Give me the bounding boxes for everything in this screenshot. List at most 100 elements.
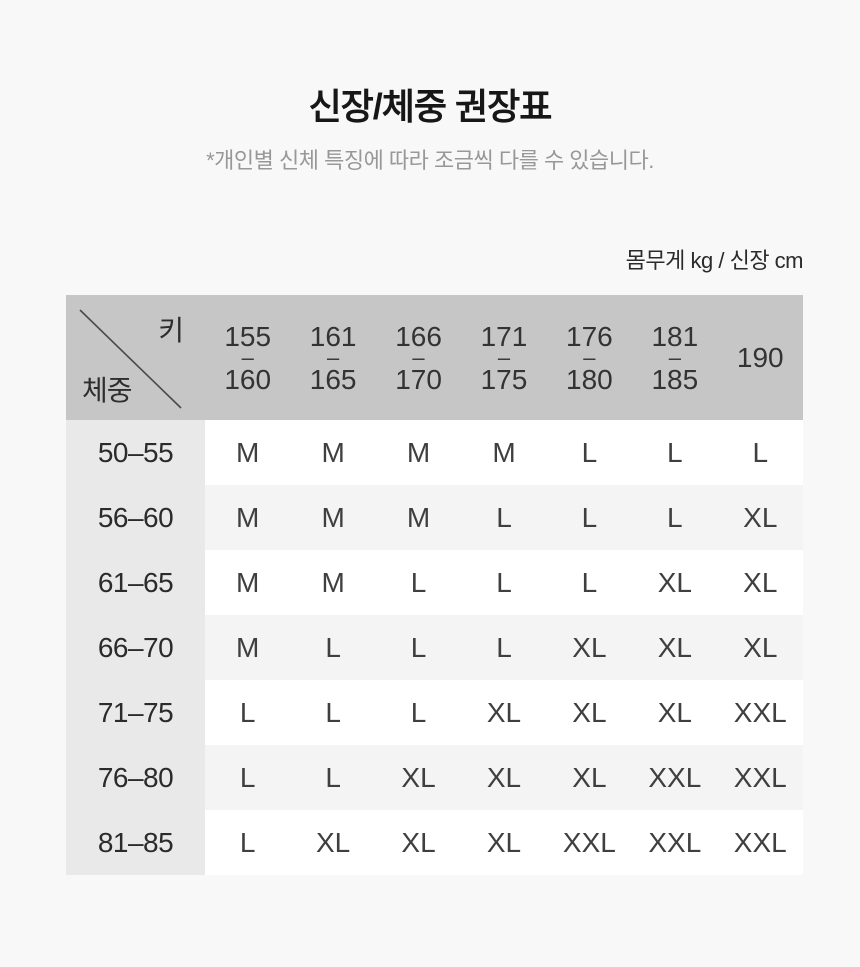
size-value-cell: XL	[717, 550, 803, 615]
height-range-dash: –	[497, 344, 511, 370]
weight-row-label: 71–75	[66, 680, 205, 745]
height-range-bottom: 185	[651, 363, 699, 395]
size-chart-table: 키 체중 155–160 161–165 166–170 171–175 176–180 18…	[66, 295, 803, 875]
table-row: 81–85 L XL XL XL XXL XXL XXL	[66, 810, 803, 875]
table-header: 키 체중 155–160 161–165 166–170 171–175 176–180 18…	[66, 295, 803, 420]
height-range-top: 181	[651, 320, 699, 352]
size-value-cell: L	[375, 615, 462, 680]
height-range-bottom: 180	[566, 363, 613, 395]
height-column-header: 155–160	[205, 295, 291, 420]
size-value-cell: M	[290, 485, 376, 550]
size-value-cell: M	[375, 485, 462, 550]
height-range-bottom: 160	[224, 363, 272, 395]
page-title: 신장/체중 권장표	[308, 86, 553, 127]
weight-row-label: 61–65	[66, 550, 205, 615]
size-value-cell: XL	[375, 745, 462, 810]
height-range-bottom: 170	[395, 363, 442, 395]
size-value-cell: L	[205, 810, 291, 875]
table-row: 76–80 L L XL XL XL XXL XXL	[66, 745, 803, 810]
height-range-dash: –	[668, 344, 681, 370]
weight-row-label: 66–70	[66, 615, 205, 680]
height-column-header: 181–185	[632, 295, 718, 420]
size-value-cell: L	[717, 420, 803, 485]
weight-row-label: 56–60	[66, 485, 205, 550]
size-value-cell: XL	[546, 680, 633, 745]
table-row: 71–75 L L L XL XL XL XXL	[66, 680, 803, 745]
size-value-cell: XXL	[717, 680, 803, 745]
size-value-cell: L	[546, 550, 633, 615]
size-value-cell: XL	[632, 680, 718, 745]
size-value-cell: L	[546, 485, 633, 550]
unit-label: 몸무게 kg / 신장 cm	[625, 248, 804, 273]
size-value-cell: M	[375, 420, 462, 485]
table-row: 61–65 M M L L L XL XL	[66, 550, 803, 615]
height-range-dash: –	[327, 344, 340, 370]
header-row: 키 체중 155–160 161–165 166–170 171–175 176–180 18…	[66, 295, 803, 420]
table-body: 50–55 M M M M L L L 56–60 M M M L L L XL 61–65 M M L L L XL XL 6…	[66, 420, 803, 875]
size-value-cell: XL	[461, 810, 547, 875]
size-value-cell: L	[375, 680, 462, 745]
size-value-cell: M	[205, 615, 291, 680]
size-value-cell: M	[205, 550, 291, 615]
height-range-bottom: 165	[309, 363, 357, 395]
size-value-cell: XL	[717, 615, 803, 680]
size-value-cell: L	[290, 745, 376, 810]
row-axis-label: 체중	[82, 375, 133, 406]
weight-row-label: 76–80	[66, 745, 205, 810]
weight-row-label: 50–55	[66, 420, 205, 485]
size-value-cell: L	[461, 615, 547, 680]
height-range-top: 171	[480, 320, 528, 352]
height-range-bottom: 175	[480, 363, 528, 395]
size-value-cell: L	[205, 745, 291, 810]
height-range-top: 176	[566, 320, 613, 352]
size-value-cell: M	[461, 420, 547, 485]
size-value-cell: L	[290, 615, 376, 680]
size-value-cell: M	[205, 420, 291, 485]
height-range-top: 161	[309, 320, 357, 352]
height-range-dash: –	[412, 344, 425, 370]
size-value-cell: XL	[546, 615, 633, 680]
size-value-cell: L	[461, 550, 547, 615]
height-column-header: 190	[717, 295, 803, 420]
size-value-cell: XXL	[717, 745, 803, 810]
weight-row-label: 81–85	[66, 810, 205, 875]
size-value-cell: XXL	[546, 810, 633, 875]
size-value-cell: L	[205, 680, 291, 745]
size-value-cell: XL	[290, 810, 376, 875]
size-value-cell: L	[632, 485, 718, 550]
size-value-cell: M	[205, 485, 291, 550]
height-column-header: 176–180	[546, 295, 633, 420]
height-column-header: 161–165	[290, 295, 376, 420]
size-value-cell: XXL	[717, 810, 803, 875]
size-value-cell: M	[290, 420, 376, 485]
size-value-cell: XL	[632, 615, 718, 680]
size-value-cell: L	[461, 485, 547, 550]
table-row: 66–70 M L L L XL XL XL	[66, 615, 803, 680]
height-range-top: 190	[736, 342, 784, 373]
diagonal-divider-line	[79, 309, 182, 409]
size-value-cell: L	[290, 680, 376, 745]
height-column-header: 166–170	[375, 295, 462, 420]
size-value-cell: XL	[375, 810, 462, 875]
size-value-cell: XL	[546, 745, 633, 810]
height-column-header: 171–175	[461, 295, 547, 420]
height-range-dash: –	[241, 344, 254, 370]
table-row: 50–55 M M M M L L L	[66, 420, 803, 485]
column-axis-label: 키	[158, 315, 184, 346]
size-value-cell: M	[290, 550, 376, 615]
page-subtitle: *개인별 신체 특징에 따라 조금씩 다를 수 있습니다.	[206, 148, 654, 173]
size-value-cell: L	[632, 420, 718, 485]
size-value-cell: XL	[717, 485, 803, 550]
size-value-cell: L	[546, 420, 633, 485]
size-value-cell: XL	[461, 745, 547, 810]
height-range-top: 155	[224, 320, 272, 352]
table-row: 56–60 M M M L L L XL	[66, 485, 803, 550]
size-value-cell: XXL	[632, 810, 718, 875]
height-range-top: 166	[395, 320, 442, 352]
size-value-cell: XXL	[632, 745, 718, 810]
size-value-cell: L	[375, 550, 462, 615]
size-value-cell: XL	[461, 680, 547, 745]
